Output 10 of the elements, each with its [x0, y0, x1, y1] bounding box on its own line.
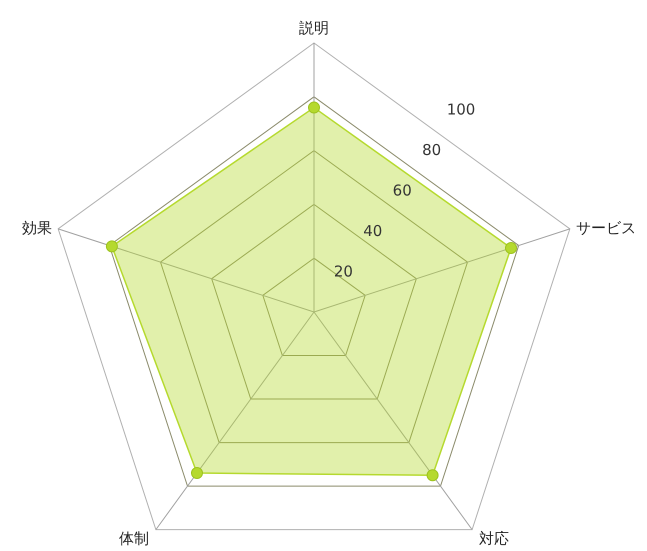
y-tick-label: 100	[446, 100, 476, 119]
spoke-label: 体制	[118, 530, 149, 548]
spoke-label: 効果	[22, 218, 52, 237]
spoke-label: サービス	[576, 218, 636, 237]
y-tick-label: 20	[334, 262, 353, 281]
y-tick-label: 40	[363, 222, 382, 240]
y-tick-label: 80	[422, 141, 442, 160]
spoke-label: 説明	[299, 19, 329, 37]
y-tick-label: 60	[392, 182, 412, 200]
spoke-label: 対応	[479, 530, 510, 548]
